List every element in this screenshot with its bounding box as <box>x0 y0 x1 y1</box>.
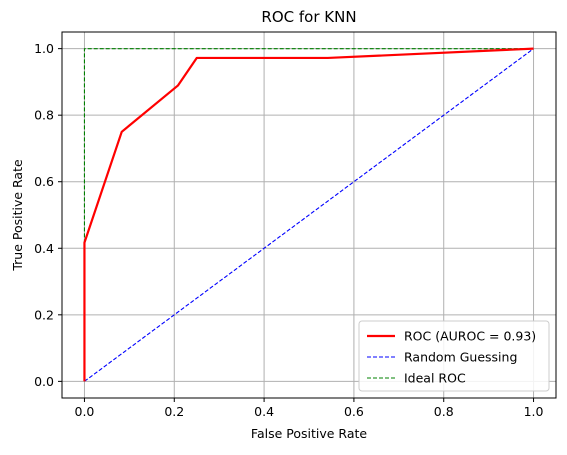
x-tick-label: 0.6 <box>344 404 364 419</box>
legend-box <box>358 320 550 392</box>
plot-frame <box>61 31 557 399</box>
series-line-0 <box>83 47 534 382</box>
x-tick-label: 0.4 <box>254 404 274 419</box>
x-axis-ticks: 0.0 0.2 0.4 0.6 0.8 1.0 <box>75 398 544 419</box>
chart-title: ROC for KNN <box>261 8 356 26</box>
x-tick-label: 1.0 <box>524 404 544 419</box>
y-axis-label: True Positive Rate <box>10 159 25 272</box>
y-tick-label: 0.6 <box>34 174 54 189</box>
y-axis-ticks: 0.0 0.2 0.4 0.6 0.8 1.0 <box>34 41 62 389</box>
x-tick-label: 0.8 <box>434 404 454 419</box>
series-line-1 <box>84 48 534 382</box>
x-tick-label: 0.0 <box>75 404 95 419</box>
y-tick-label: 0.8 <box>34 108 54 123</box>
legend-label: Ideal ROC <box>404 371 466 386</box>
legend: ROC (AUROC = 0.93) Random Guessing Ideal R… <box>358 320 550 392</box>
y-tick-label: 0.0 <box>34 374 54 389</box>
y-tick-label: 1.0 <box>34 41 54 56</box>
series-layer <box>83 47 534 382</box>
y-tick-label: 0.4 <box>34 241 54 256</box>
legend-label: Random Guessing <box>404 350 517 365</box>
x-tick-label: 0.2 <box>164 404 184 419</box>
x-axis-label: False Positive Rate <box>251 426 367 441</box>
legend-label: ROC (AUROC = 0.93) <box>404 329 536 344</box>
y-tick-label: 0.2 <box>34 307 54 322</box>
